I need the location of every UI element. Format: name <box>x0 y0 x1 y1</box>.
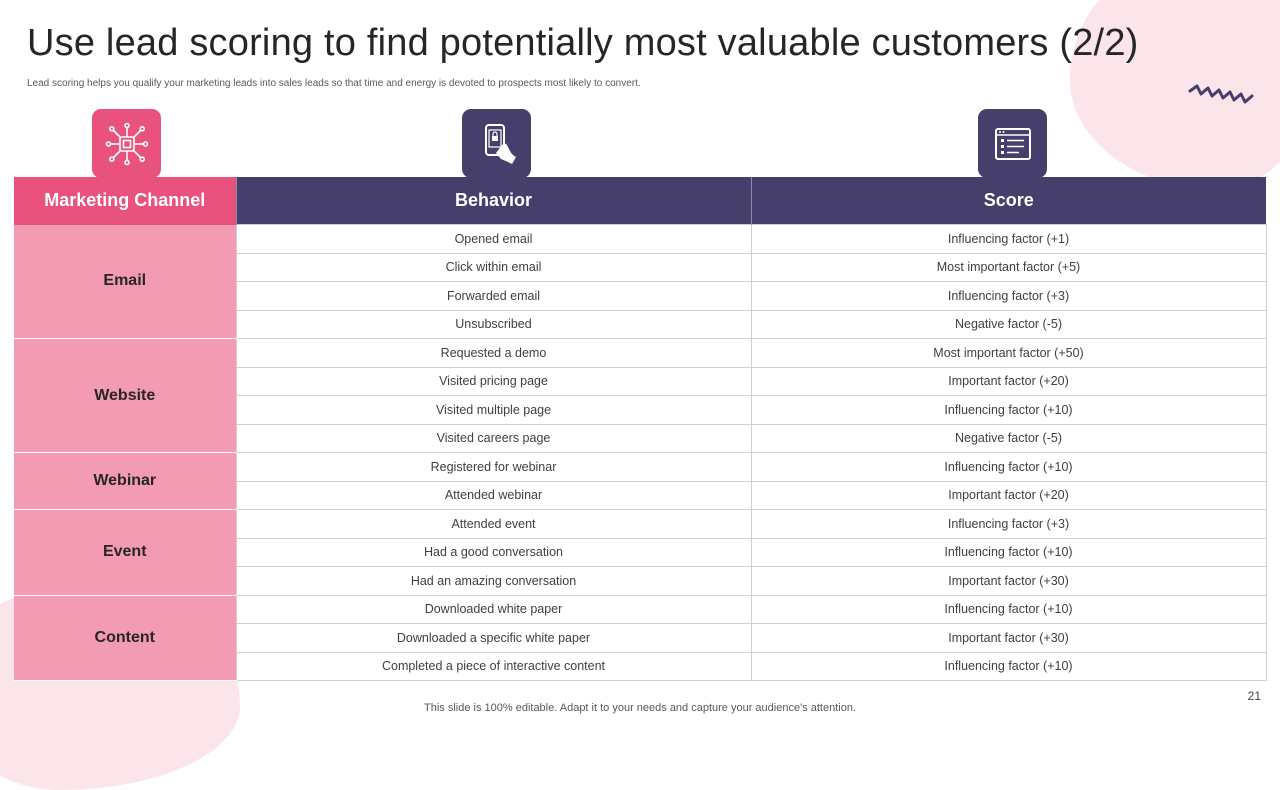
network-hub-icon <box>105 122 148 165</box>
footer-note: This slide is 100% editable. Adapt it to… <box>424 702 856 714</box>
checklist-window-icon <box>994 127 1031 160</box>
behavior-cell: Requested a demo <box>235 338 752 368</box>
score-cell: Important factor (+30) <box>750 566 1267 596</box>
channel-cell-webinar: Webinar <box>14 452 236 510</box>
header-behavior: Behavior <box>236 177 752 225</box>
score-cell: Negative factor (-5) <box>750 423 1267 453</box>
table-row: Forwarded email Influencing factor (+3) <box>14 281 1267 311</box>
table-row: Visited pricing page Important factor (+… <box>14 366 1267 396</box>
table-row: Email Opened email Influencing factor (+… <box>14 224 1267 339</box>
squiggle-decoration <box>1188 84 1254 104</box>
channel-icon-box <box>92 109 161 178</box>
slide-subtitle: Lead scoring helps you qualify your mark… <box>27 78 641 89</box>
behavior-cell: Visited pricing page <box>235 366 752 396</box>
behavior-cell: Downloaded white paper <box>235 594 752 624</box>
score-cell: Influencing factor (+10) <box>750 452 1267 482</box>
behavior-cell: Had a good conversation <box>235 537 752 567</box>
behavior-cell: Attended event <box>235 509 752 539</box>
score-cell: Influencing factor (+10) <box>750 594 1267 624</box>
behavior-cell: Unsubscribed <box>235 309 752 339</box>
score-cell: Influencing factor (+10) <box>750 395 1267 425</box>
table-row: Completed a piece of interactive content… <box>14 651 1267 681</box>
channel-cell-event: Event <box>14 509 236 596</box>
table-row: Visited multiple page Influencing factor… <box>14 395 1267 425</box>
behavior-cell: Opened email <box>235 224 752 254</box>
header-score: Score <box>751 177 1266 225</box>
table-row: Website Requested a demo Most important … <box>14 338 1267 453</box>
score-cell: Negative factor (-5) <box>750 309 1267 339</box>
score-cell: Most important factor (+50) <box>750 338 1267 368</box>
behavior-cell: Downloaded a specific white paper <box>235 623 752 653</box>
table-row: Event Attended event Influencing factor … <box>14 509 1267 596</box>
behavior-icon-box <box>462 109 531 178</box>
score-icon-box <box>978 109 1047 178</box>
score-cell: Influencing factor (+1) <box>750 224 1267 254</box>
lead-scoring-table: Marketing Channel Behavior Score Email O… <box>14 177 1267 681</box>
header-marketing-channel: Marketing Channel <box>14 177 237 225</box>
score-cell: Important factor (+20) <box>750 366 1267 396</box>
channel-cell-website: Website <box>14 338 236 453</box>
score-cell: Most important factor (+5) <box>750 252 1267 282</box>
table-row: Attended webinar Important factor (+20) <box>14 480 1267 510</box>
channel-cell-email: Email <box>14 224 236 339</box>
behavior-cell: Click within email <box>235 252 752 282</box>
table-row: Had a good conversation Influencing fact… <box>14 537 1267 567</box>
channel-cell-content: Content <box>14 595 236 681</box>
table-row: Content Downloaded white paper Influenci… <box>14 594 1267 681</box>
score-cell: Important factor (+30) <box>750 623 1267 653</box>
table-header-row: Marketing Channel Behavior Score <box>14 177 1266 225</box>
behavior-cell: Visited careers page <box>235 423 752 453</box>
table-row: Unsubscribed Negative factor (-5) <box>14 309 1267 339</box>
behavior-cell: Forwarded email <box>235 281 752 311</box>
score-cell: Influencing factor (+3) <box>750 509 1267 539</box>
slide-title: Use lead scoring to find potentially mos… <box>27 22 1139 64</box>
behavior-cell: Had an amazing conversation <box>235 566 752 596</box>
page-number: 21 <box>1247 689 1261 703</box>
table-row: Webinar Registered for webinar Influenci… <box>14 452 1267 510</box>
score-cell: Important factor (+20) <box>750 480 1267 510</box>
score-cell: Influencing factor (+3) <box>750 281 1267 311</box>
score-cell: Influencing factor (+10) <box>750 537 1267 567</box>
behavior-cell: Registered for webinar <box>235 452 752 482</box>
behavior-cell: Attended webinar <box>235 480 752 510</box>
score-cell: Influencing factor (+10) <box>750 651 1267 681</box>
behavior-cell: Completed a piece of interactive content <box>235 651 752 681</box>
hand-holding-phone-icon <box>484 123 516 164</box>
behavior-cell: Visited multiple page <box>235 395 752 425</box>
